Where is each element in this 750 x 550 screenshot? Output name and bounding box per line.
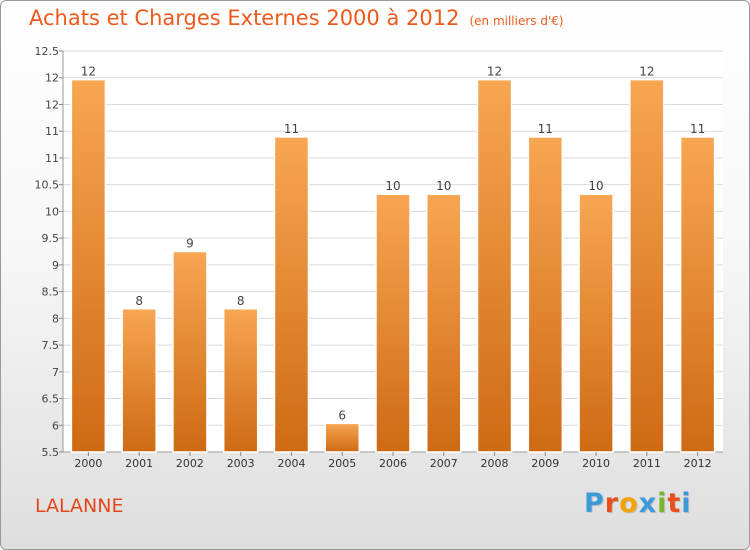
x-tick-label: 2007 — [430, 457, 458, 470]
logo-letter: i — [657, 488, 668, 519]
bar-2004 — [273, 136, 310, 453]
x-tick-label: 2008 — [481, 457, 509, 470]
bar-2005 — [324, 422, 360, 453]
y-tick-label: 9 — [52, 259, 59, 272]
x-tick-label: 2011 — [633, 457, 661, 470]
y-tick-label: 11 — [45, 152, 59, 165]
bar-2003 — [222, 308, 259, 453]
commune-name: LALANNE — [35, 495, 124, 517]
chart-subtitle: (en milliers d'€) — [469, 14, 564, 28]
x-tick-label: 2002 — [176, 457, 204, 470]
x-tick-label: 2000 — [74, 457, 102, 470]
x-tick-label: 2010 — [582, 457, 610, 470]
logo-letter: t — [667, 488, 682, 519]
y-tick-label: 8.5 — [42, 286, 60, 299]
x-tick-label: 2001 — [125, 457, 153, 470]
x-tick-label: 2009 — [531, 457, 559, 470]
y-tick-label: 6 — [52, 419, 59, 432]
data-label: 10 — [385, 179, 400, 193]
x-tick-label: 2012 — [684, 457, 712, 470]
data-label: 12 — [487, 65, 502, 79]
y-tick-label: 6.5 — [42, 393, 60, 406]
x-tick-label: 2005 — [328, 457, 356, 470]
y-tick-label: 12 — [45, 72, 59, 85]
chart-title: Achats et Charges Externes 2000 à 2012 (e… — [29, 6, 564, 30]
x-tick-label: 2003 — [227, 457, 255, 470]
logo-letter: x — [638, 488, 658, 519]
y-tick-label: 5.5 — [42, 446, 60, 459]
bar-2006 — [375, 193, 411, 453]
proxiti-logo: Proxiti — [584, 488, 692, 519]
bar-2010 — [578, 193, 614, 453]
data-label: 8 — [135, 294, 143, 308]
y-tick-label: 7.5 — [42, 339, 60, 352]
bar-2009 — [527, 136, 564, 453]
data-label: 8 — [237, 294, 245, 308]
logo-letter: i — [681, 488, 692, 519]
y-tick-label: 12.5 — [35, 45, 60, 58]
bar-2002 — [172, 250, 208, 453]
bar-2007 — [426, 193, 462, 453]
chart-title-text: Achats et Charges Externes 2000 à 2012 — [29, 6, 460, 30]
data-label: 6 — [338, 408, 346, 422]
y-tick-label: 10 — [45, 205, 59, 218]
data-label: 11 — [284, 122, 299, 136]
bar-2011 — [629, 78, 665, 453]
data-label: 12 — [639, 65, 654, 79]
y-tick-label: 12 — [45, 98, 59, 111]
bar-2012 — [679, 136, 716, 453]
logo-letter: o — [619, 488, 639, 519]
x-tick-label: 2004 — [277, 457, 305, 470]
data-label: 12 — [81, 65, 96, 79]
y-tick-label: 11 — [45, 125, 59, 138]
data-label: 9 — [186, 237, 194, 251]
bar-2001 — [121, 308, 157, 453]
data-label: 11 — [690, 122, 705, 136]
bar-2000 — [70, 78, 107, 453]
bar-2008 — [476, 78, 513, 453]
y-tick-label: 8 — [52, 312, 59, 325]
data-label: 10 — [588, 179, 603, 193]
y-tick-label: 10.5 — [35, 179, 60, 192]
y-tick-label: 7 — [52, 366, 59, 379]
y-tick-label: 9.5 — [42, 232, 60, 245]
logo-letter: P — [584, 488, 605, 519]
data-label: 11 — [538, 122, 553, 136]
data-label: 10 — [436, 179, 451, 193]
logo-letter: r — [604, 488, 620, 519]
x-tick-label: 2006 — [379, 457, 407, 470]
